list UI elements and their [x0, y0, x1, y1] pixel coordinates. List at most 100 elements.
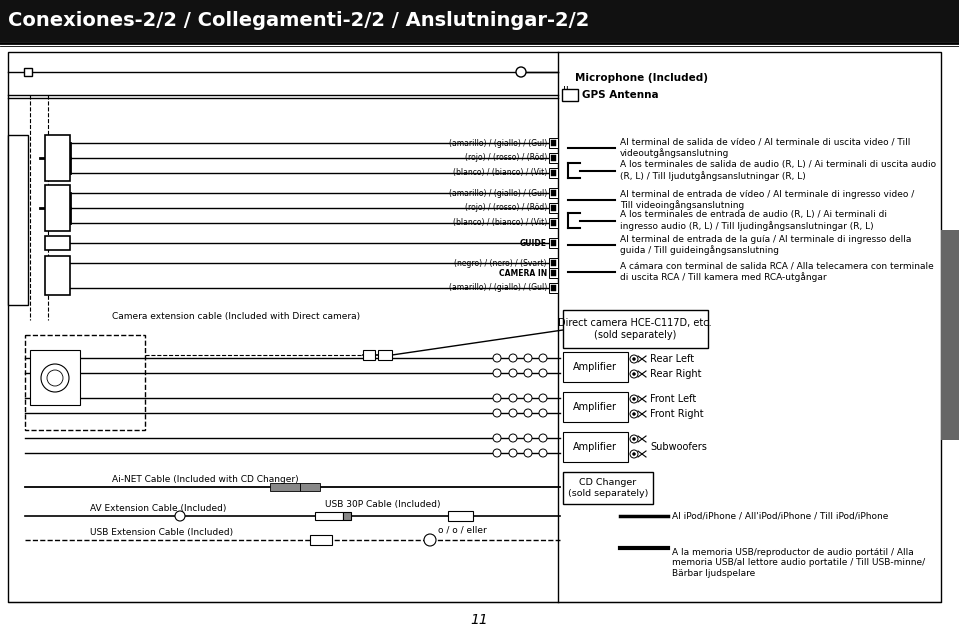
- Text: Direct camera HCE-C117D, etc.
(sold separately): Direct camera HCE-C117D, etc. (sold sepa…: [558, 318, 712, 340]
- Circle shape: [524, 409, 532, 417]
- Text: Front Left: Front Left: [650, 394, 696, 404]
- Text: Ai-NET Cable (Included with CD Changer): Ai-NET Cable (Included with CD Changer): [112, 475, 298, 485]
- Text: A cámara con terminal de salida RCA / Alla telecamera con terminale
di uscita RC: A cámara con terminal de salida RCA / Al…: [620, 262, 934, 283]
- Circle shape: [509, 369, 517, 377]
- Bar: [45, 236, 70, 250]
- Bar: [549, 268, 558, 278]
- Bar: [563, 352, 628, 382]
- Circle shape: [630, 410, 638, 418]
- Bar: [549, 188, 558, 198]
- Bar: [563, 310, 708, 348]
- Bar: [549, 138, 558, 148]
- Bar: [8, 135, 28, 305]
- Text: A los terminales de salida de audio (R, L) / Ai terminali di uscita audio
(R, L): A los terminales de salida de audio (R, …: [620, 161, 936, 181]
- Circle shape: [633, 358, 636, 360]
- Text: Rear Left: Rear Left: [650, 354, 694, 364]
- Bar: [363, 350, 375, 360]
- Circle shape: [509, 409, 517, 417]
- Text: Al terminal de entrada de la guía / Al terminale di ingresso della
guida / Till : Al terminal de entrada de la guía / Al t…: [620, 234, 911, 255]
- Circle shape: [175, 511, 185, 521]
- Bar: [563, 472, 653, 504]
- Circle shape: [539, 394, 547, 402]
- Bar: [562, 89, 578, 101]
- Bar: [315, 512, 343, 520]
- Bar: [563, 432, 628, 462]
- Bar: [24, 68, 32, 76]
- Circle shape: [424, 534, 436, 546]
- Bar: [551, 170, 556, 176]
- Text: Front Right: Front Right: [650, 409, 704, 419]
- Bar: [45, 135, 70, 181]
- Text: GUIDE: GUIDE: [520, 238, 547, 248]
- Bar: [551, 270, 556, 276]
- Text: II: II: [563, 86, 569, 96]
- Bar: [549, 203, 558, 213]
- Circle shape: [630, 370, 638, 378]
- Circle shape: [509, 354, 517, 362]
- Circle shape: [516, 67, 526, 77]
- Circle shape: [539, 434, 547, 442]
- Bar: [0, 0, 959, 42]
- Text: Subwoofers: Subwoofers: [650, 442, 707, 452]
- Text: (blanco) / (bianco) / (Vit): (blanco) / (bianco) / (Vit): [453, 169, 547, 178]
- Bar: [941, 230, 959, 440]
- Bar: [45, 185, 70, 231]
- Text: Al iPod/iPhone / All'iPod/iPhone / Till iPod/iPhone: Al iPod/iPhone / All'iPod/iPhone / Till …: [672, 511, 888, 521]
- Circle shape: [524, 449, 532, 457]
- Text: Al terminal de salida de vídeo / Al terminale di uscita video / Till
videoutgång: Al terminal de salida de vídeo / Al term…: [620, 138, 910, 158]
- Text: Amplifier: Amplifier: [573, 402, 617, 412]
- Circle shape: [633, 372, 636, 375]
- Circle shape: [524, 354, 532, 362]
- Text: GPS Antenna: GPS Antenna: [582, 90, 659, 100]
- Bar: [563, 392, 628, 422]
- Bar: [378, 350, 392, 360]
- Text: USB Extension Cable (Included): USB Extension Cable (Included): [90, 528, 233, 537]
- Circle shape: [630, 395, 638, 403]
- Bar: [549, 238, 558, 248]
- Text: Conexiones-2/2 / Collegamenti-2/2 / Anslutningar-2/2: Conexiones-2/2 / Collegamenti-2/2 / Ansl…: [8, 11, 590, 30]
- Bar: [549, 153, 558, 163]
- Bar: [343, 512, 351, 520]
- Circle shape: [630, 435, 638, 443]
- Bar: [8, 52, 941, 602]
- Bar: [310, 535, 332, 545]
- Text: A la memoria USB/reproductor de audio portátil / Alla
memoria USB/al lettore aud: A la memoria USB/reproductor de audio po…: [672, 548, 925, 578]
- Circle shape: [493, 354, 501, 362]
- Bar: [270, 483, 300, 491]
- Circle shape: [524, 394, 532, 402]
- Bar: [549, 283, 558, 293]
- Text: Rear Right: Rear Right: [650, 369, 701, 379]
- Circle shape: [493, 409, 501, 417]
- Text: Amplifier: Amplifier: [573, 442, 617, 452]
- Text: (negro) / (nero) / (Svart): (negro) / (nero) / (Svart): [455, 258, 547, 267]
- Text: 11: 11: [470, 613, 488, 627]
- Circle shape: [493, 369, 501, 377]
- Text: Camera extension cable (Included with Direct camera): Camera extension cable (Included with Di…: [112, 312, 361, 320]
- Circle shape: [509, 449, 517, 457]
- Bar: [549, 258, 558, 268]
- Text: (blanco) / (bianco) / (Vit): (blanco) / (bianco) / (Vit): [453, 219, 547, 228]
- Text: (amarillo) / (giallo) / (Gul): (amarillo) / (giallo) / (Gul): [449, 284, 547, 293]
- Bar: [551, 190, 556, 196]
- Bar: [551, 220, 556, 226]
- Circle shape: [633, 413, 636, 415]
- Bar: [551, 240, 556, 246]
- Bar: [551, 140, 556, 146]
- Circle shape: [509, 394, 517, 402]
- Bar: [25, 335, 145, 430]
- Circle shape: [509, 434, 517, 442]
- Circle shape: [47, 370, 63, 386]
- Bar: [30, 350, 80, 405]
- Circle shape: [630, 355, 638, 363]
- Bar: [551, 285, 556, 291]
- Text: (amarillo) / (giallo) / (Gul): (amarillo) / (giallo) / (Gul): [449, 188, 547, 197]
- Bar: [45, 256, 70, 295]
- Text: Amplifier: Amplifier: [573, 362, 617, 372]
- Circle shape: [493, 434, 501, 442]
- Text: (amarillo) / (giallo) / (Gul): (amarillo) / (giallo) / (Gul): [449, 138, 547, 147]
- Circle shape: [524, 369, 532, 377]
- Circle shape: [493, 449, 501, 457]
- Circle shape: [493, 394, 501, 402]
- Circle shape: [539, 449, 547, 457]
- Bar: [551, 155, 556, 161]
